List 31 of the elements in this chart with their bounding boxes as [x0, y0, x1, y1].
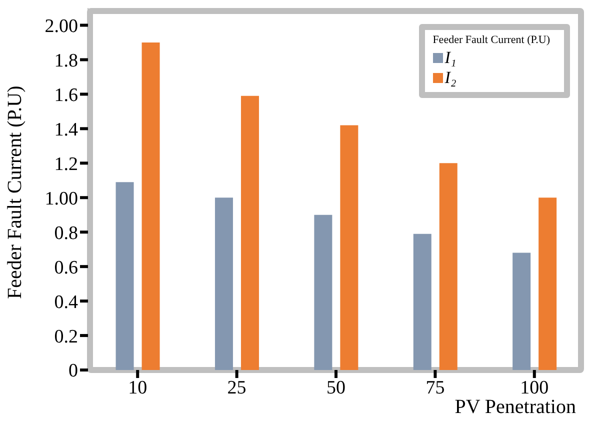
- bar: [413, 234, 432, 370]
- bar: [439, 163, 458, 370]
- bar: [142, 42, 160, 370]
- legend-label: I₂: [444, 68, 456, 88]
- bar: [314, 214, 332, 370]
- x-tick-label: 75: [426, 377, 445, 398]
- y-tick-label: 1.6: [54, 84, 78, 106]
- legend-title: Feeder Fault Current (P.U): [432, 34, 550, 46]
- y-tick-label: 0.6: [54, 257, 78, 278]
- y-tick-label: 0: [68, 360, 78, 382]
- x-tick-label: 100: [520, 377, 549, 398]
- x-tick-label: 10: [128, 377, 148, 398]
- y-axis-title: Feeder Fault Current (P.U): [4, 86, 26, 299]
- bar: [116, 182, 134, 370]
- y-tick-label: 1.2: [54, 154, 78, 175]
- y-tick-label: 1.00: [44, 188, 78, 210]
- x-tick-label: 25: [227, 377, 246, 398]
- y-tick-label: 1.4: [54, 119, 78, 140]
- x-tick-label: 50: [326, 377, 346, 398]
- x-axis-title: PV Penetration: [454, 396, 576, 418]
- legend-label: I₁: [444, 48, 456, 68]
- y-tick-label: 0.2: [54, 326, 78, 348]
- y-tick-label: 0.4: [54, 292, 78, 313]
- bar: [240, 96, 259, 370]
- y-tick-label: 0.8: [54, 222, 78, 244]
- bar: [340, 125, 358, 370]
- bar: [214, 198, 233, 370]
- y-tick-label: 1.8: [54, 50, 78, 72]
- y-tick-label: 2.00: [44, 16, 78, 37]
- bar: [538, 198, 557, 370]
- bar: [512, 252, 531, 370]
